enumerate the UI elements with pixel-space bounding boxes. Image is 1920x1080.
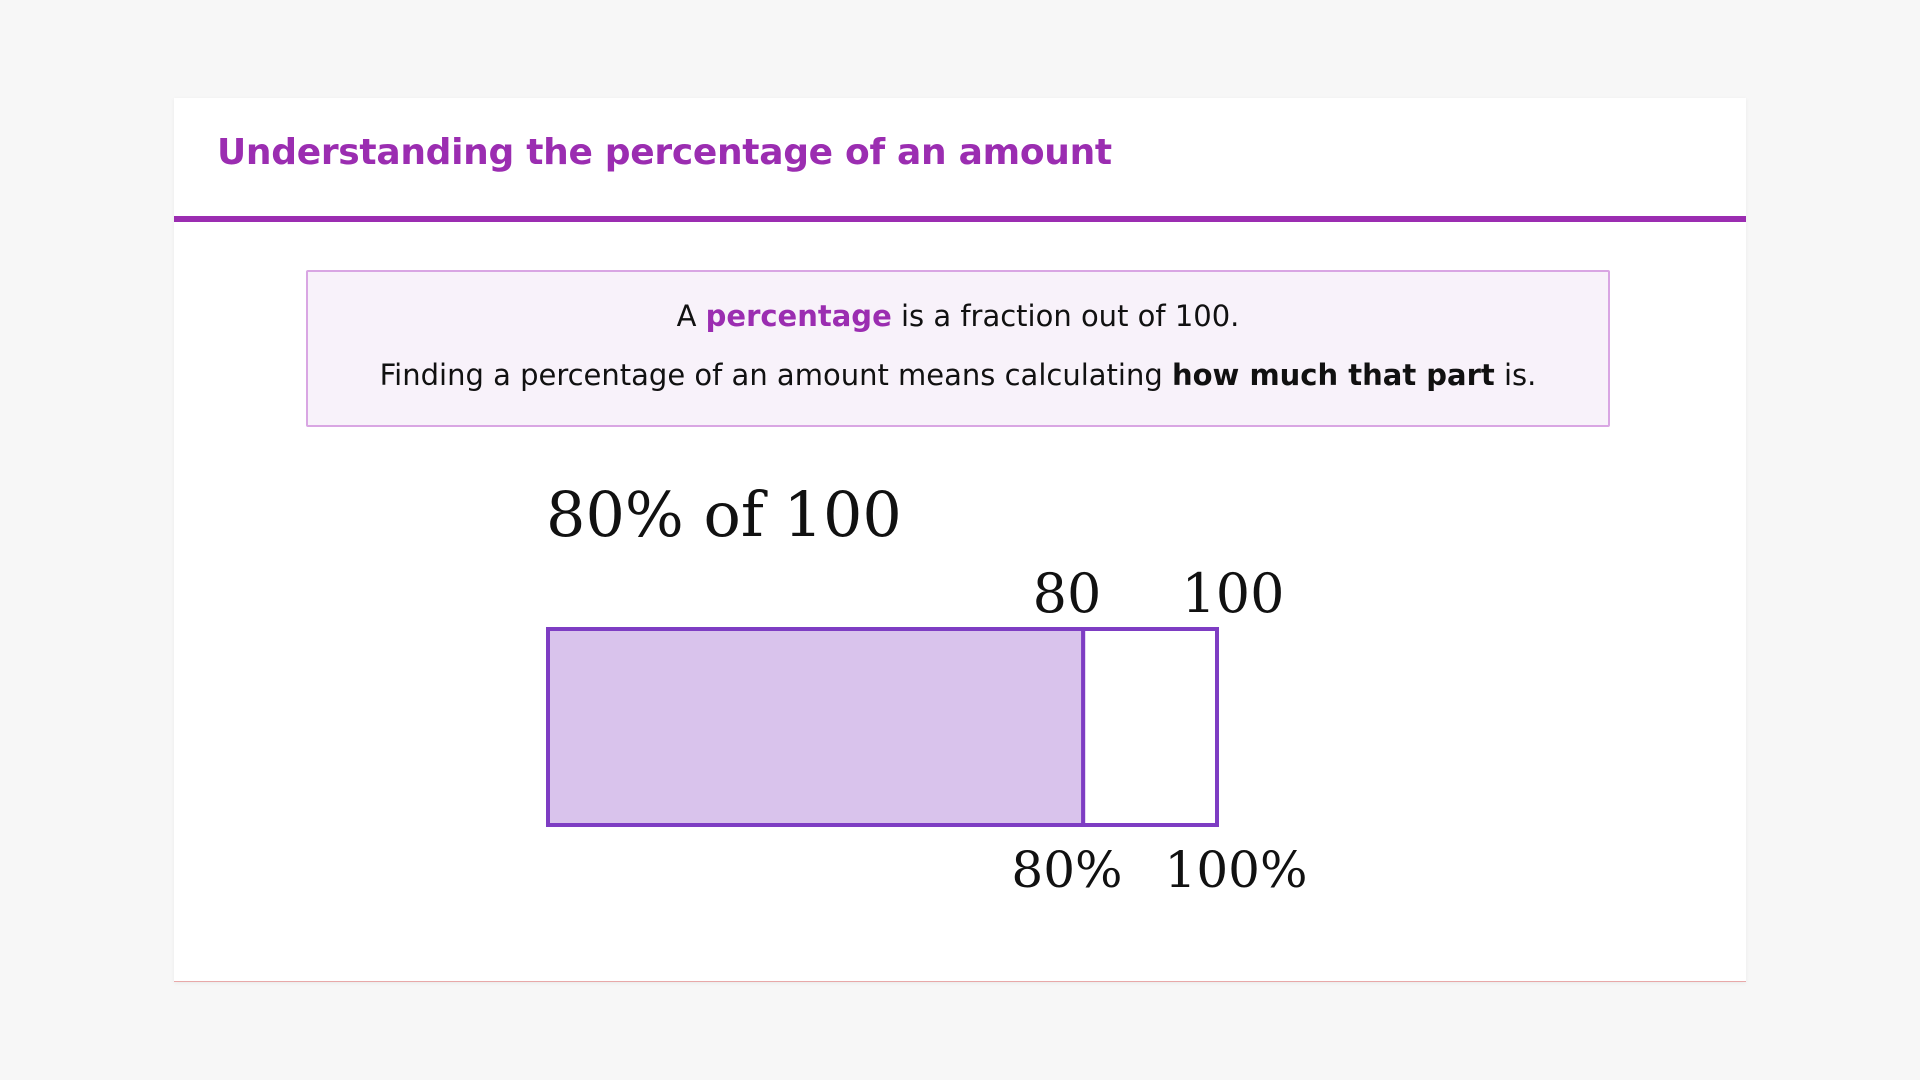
bar-part-segment	[546, 627, 1086, 827]
keyword-how-much-that-part: how much that part	[1171, 358, 1495, 392]
part-percent-label: 80%	[1011, 841, 1122, 899]
definition-line-1: A percentage is a fraction out of 100.	[308, 299, 1608, 333]
part-value-label: 80	[1033, 562, 1102, 625]
page-title: Understanding the percentage of an amoun…	[217, 132, 1112, 173]
bar-model-heading: 80% of 100	[546, 478, 902, 551]
definition-line-2: Finding a percentage of an amount means …	[308, 358, 1608, 392]
definition-line-2-end: is.	[1494, 358, 1537, 392]
definition-line-1-end: is a fraction out of 100.	[891, 299, 1240, 333]
whole-value-label: 100	[1181, 562, 1284, 625]
bar-remaining-segment	[1081, 627, 1220, 827]
keyword-percentage: percentage	[705, 299, 892, 333]
whole-percent-label: 100%	[1165, 841, 1308, 899]
definition-line-2-start: Finding a percentage of an amount means …	[379, 358, 1172, 392]
slide-card: Understanding the percentage of an amoun…	[174, 98, 1746, 982]
definition-line-1-start: A	[676, 299, 706, 333]
slide-header: Understanding the percentage of an amoun…	[174, 98, 1746, 222]
definition-box: A percentage is a fraction out of 100. F…	[306, 270, 1610, 427]
bar-model-diagram: 80% of 100 80 100 80% 100%	[546, 478, 1308, 899]
